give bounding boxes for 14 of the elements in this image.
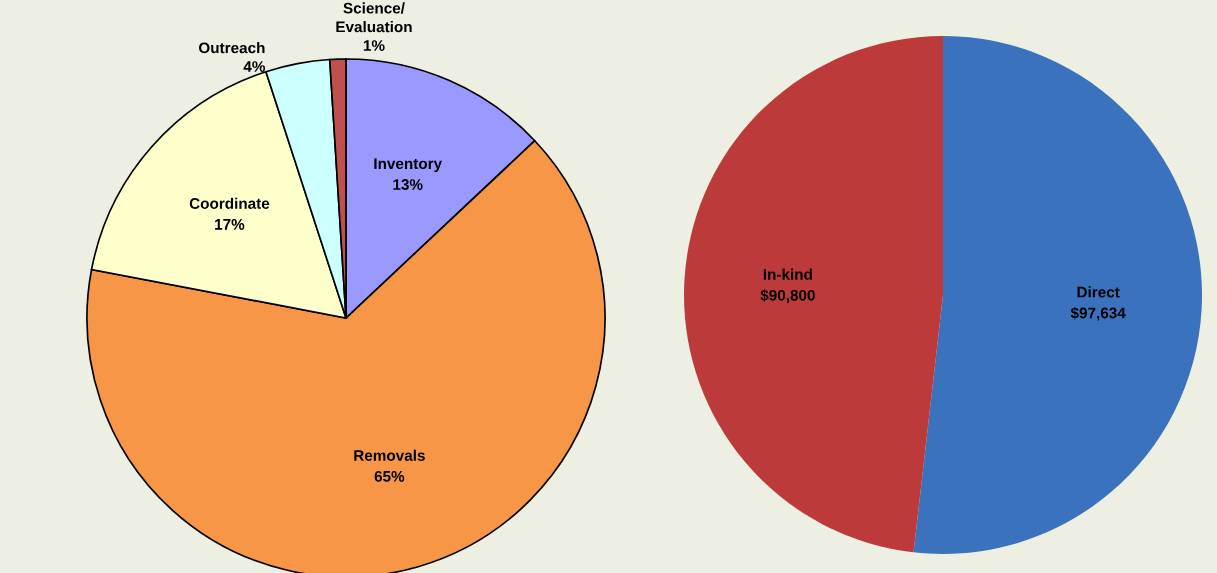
data-label: $97,634 <box>1070 306 1126 321</box>
data-label: $90,800 <box>760 289 815 303</box>
slice-label: In-kind <box>763 268 812 280</box>
slice-label: Coordinate <box>189 197 270 209</box>
slice-label: Inventory <box>374 158 443 173</box>
data-label: 4% <box>243 61 266 72</box>
data-label: 17% <box>215 219 245 230</box>
slice-label: Outreach <box>198 42 265 54</box>
data-label: 1% <box>363 40 385 51</box>
slice-label: Removals <box>354 449 425 461</box>
slice-label: Direct <box>1077 286 1120 298</box>
data-label: 65% <box>374 470 405 482</box>
data-label: 13% <box>393 179 423 190</box>
slice-label: Science/ Evaluation <box>336 2 412 33</box>
